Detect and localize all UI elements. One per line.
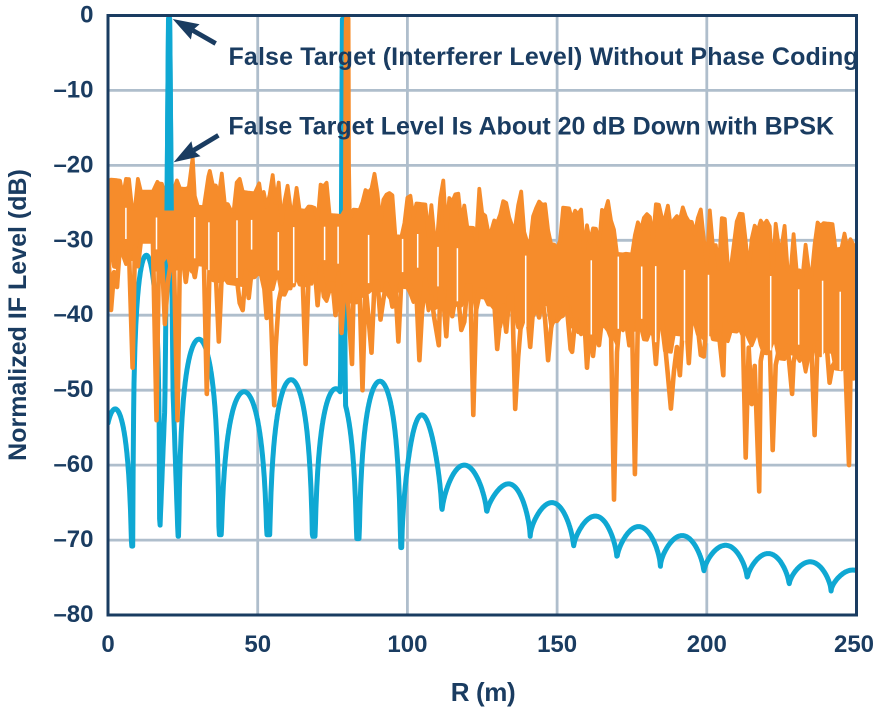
svg-text:150: 150 <box>537 631 577 658</box>
svg-text:False Target (Interferer Level: False Target (Interferer Level) Without … <box>229 43 859 71</box>
svg-text:–50: –50 <box>53 376 93 403</box>
svg-text:100: 100 <box>387 631 427 658</box>
svg-text:–60: –60 <box>53 451 93 478</box>
svg-text:0: 0 <box>101 631 114 658</box>
svg-text:–20: –20 <box>53 151 93 178</box>
svg-text:0: 0 <box>80 2 93 29</box>
svg-text:Normalized IF Level (dB): Normalized IF Level (dB) <box>4 169 32 461</box>
svg-text:–80: –80 <box>53 601 93 628</box>
svg-text:200: 200 <box>687 631 727 658</box>
svg-text:–30: –30 <box>53 226 93 253</box>
svg-text:–10: –10 <box>53 76 93 103</box>
svg-text:R (m): R (m) <box>451 677 515 707</box>
svg-text:False Target Level Is About 20: False Target Level Is About 20 dB Down w… <box>228 112 834 140</box>
svg-text:–40: –40 <box>53 301 93 328</box>
svg-text:50: 50 <box>244 631 271 658</box>
svg-text:250: 250 <box>834 631 874 658</box>
svg-text:–70: –70 <box>53 526 93 553</box>
